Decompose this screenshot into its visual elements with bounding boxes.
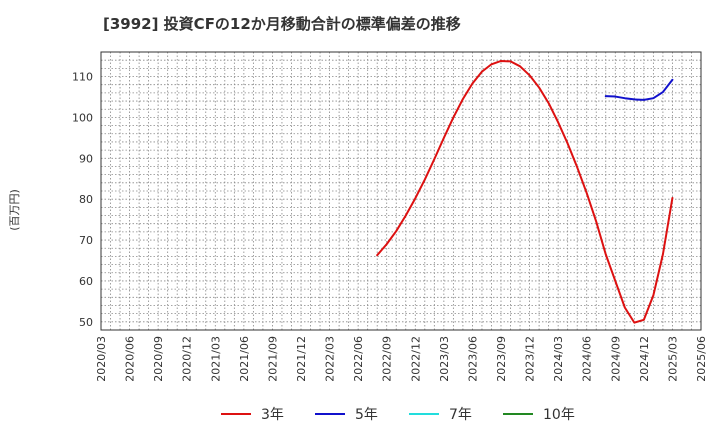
x-tick-label: 2022/09 <box>381 336 394 382</box>
x-tick-label: 2021/03 <box>209 336 222 382</box>
y-tick-label: 50 <box>79 316 93 329</box>
y-tick-label: 80 <box>79 193 93 206</box>
legend-label: 7年 <box>449 407 472 423</box>
y-tick-label: 70 <box>79 234 93 247</box>
x-tick-label: 2023/09 <box>495 336 508 382</box>
legend-item-5年: 5年 <box>315 407 378 423</box>
x-tick-label: 2024/09 <box>609 336 622 382</box>
x-tick-label: 2024/06 <box>581 336 594 382</box>
x-tick-label: 2022/03 <box>324 336 337 382</box>
x-axis: 2020/03 2020/06 2020/09 2020/12 2021/03 2021/… <box>95 336 708 382</box>
series-line-3年 <box>376 59 674 324</box>
legend-item-7年: 7年 <box>409 407 472 423</box>
x-tick-label: 2024/12 <box>638 336 651 382</box>
x-tick-label: 2020/12 <box>181 336 194 382</box>
x-tick-label: 2021/12 <box>295 336 308 382</box>
plot-area-frame <box>100 51 702 331</box>
x-tick-label: 2023/06 <box>466 336 479 382</box>
x-tick-label: 2023/12 <box>524 336 537 382</box>
x-tick-label: 2022/06 <box>352 336 365 382</box>
x-tick-label: 2020/06 <box>124 336 137 382</box>
series-line-5年 <box>604 78 674 101</box>
x-tick-label: 2023/03 <box>438 336 451 382</box>
legend-item-3年: 3年 <box>221 407 284 423</box>
series-lines <box>376 59 674 324</box>
x-tick-label: 2020/09 <box>152 336 165 382</box>
legend: 3年 5年 7年 10年 <box>221 407 575 423</box>
legend-label: 5年 <box>355 407 378 423</box>
x-tick-label: 2021/06 <box>238 336 251 382</box>
x-tick-label: 2025/03 <box>666 336 679 382</box>
legend-label: 10年 <box>543 407 575 423</box>
chart-title: [3992] 投資CFの12か月移動合計の標準偏差の推移 <box>103 15 461 33</box>
y-tick-label: 60 <box>79 275 93 288</box>
x-tick-label: 2022/12 <box>409 336 422 382</box>
legend-item-10年: 10年 <box>503 407 575 423</box>
x-tick-label: 2024/03 <box>552 336 565 382</box>
x-tick-label: 2025/06 <box>695 336 708 382</box>
x-tick-label: 2020/03 <box>95 336 108 382</box>
legend-label: 3年 <box>261 407 284 423</box>
y-tick-label: 100 <box>72 111 93 124</box>
y-axis: 50 60 70 80 90 100 110 <box>72 71 93 329</box>
y-tick-label: 90 <box>79 152 93 165</box>
grid <box>101 52 701 331</box>
x-tick-label: 2021/09 <box>266 336 279 382</box>
y-tick-label: 110 <box>72 71 93 84</box>
